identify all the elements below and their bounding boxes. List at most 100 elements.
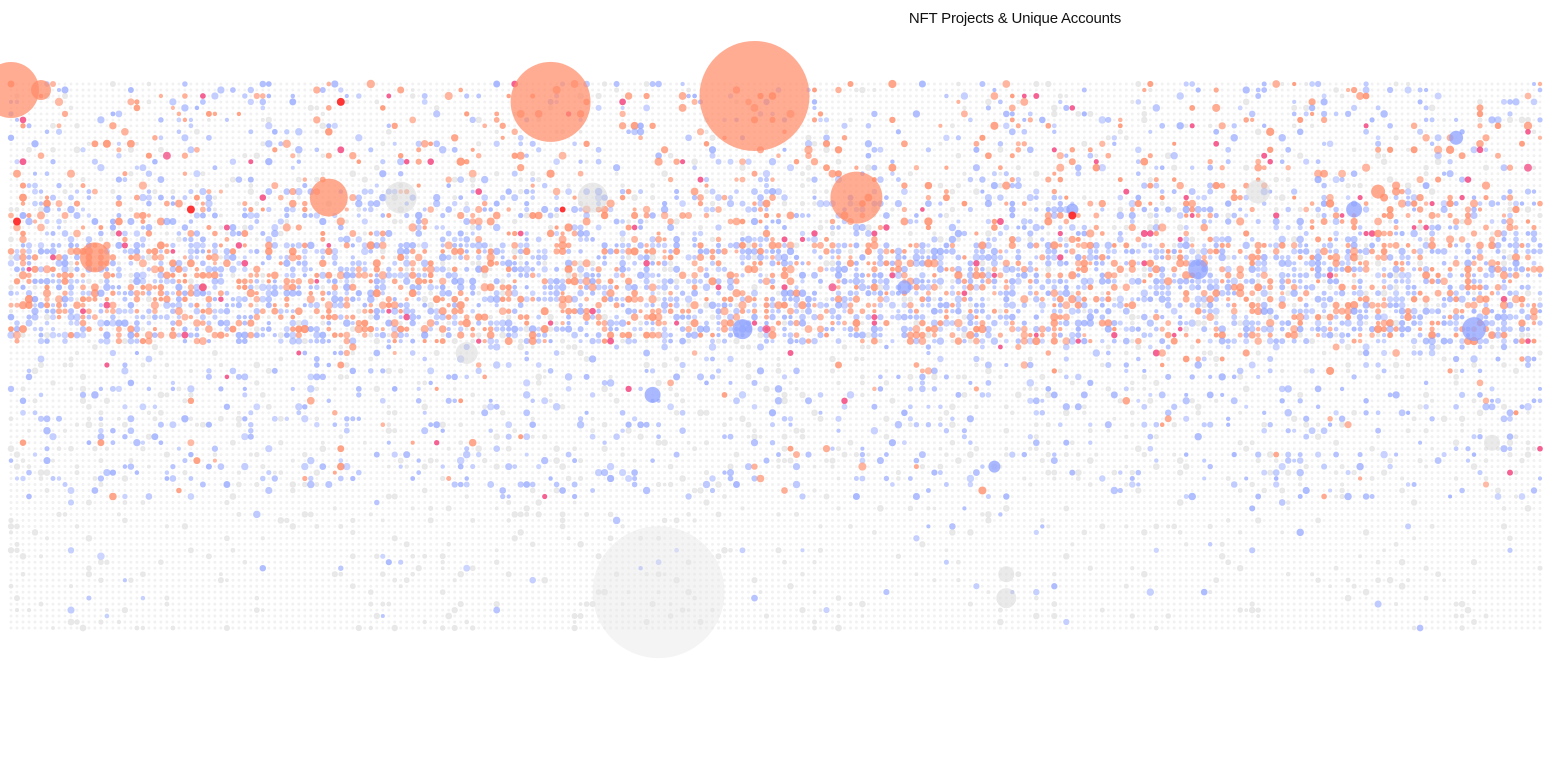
blue-dot — [116, 141, 122, 146]
empty-dot — [843, 148, 846, 152]
empty-dot — [1226, 88, 1230, 92]
empty-dot — [998, 130, 1002, 134]
blue-dot — [1154, 165, 1159, 170]
empty-dot — [633, 112, 637, 116]
empty-dot — [357, 190, 361, 194]
empty-dot — [255, 136, 259, 140]
empty-dot — [783, 184, 786, 188]
empty-dot — [1454, 88, 1458, 92]
empty-dot — [105, 124, 109, 128]
empty-dot — [1226, 82, 1230, 86]
empty-dot — [1388, 154, 1392, 158]
empty-dot — [1010, 190, 1014, 194]
orange-dot — [697, 194, 704, 202]
empty-dot — [950, 166, 954, 170]
empty-dot — [1268, 184, 1272, 188]
empty-dot — [663, 112, 667, 116]
empty-dot — [225, 88, 229, 92]
empty-dot — [1460, 88, 1464, 92]
empty-dot — [1172, 88, 1176, 92]
empty-dot — [93, 148, 97, 152]
empty-dot — [387, 160, 391, 164]
empty-dot — [597, 136, 601, 140]
blue-dot — [438, 146, 447, 154]
empty-dot — [1496, 100, 1500, 104]
empty-dot — [411, 142, 415, 146]
empty-dot — [63, 172, 67, 176]
empty-dot — [105, 106, 109, 110]
empty-dot — [417, 82, 421, 86]
blue-dot — [979, 176, 986, 183]
empty-dot — [279, 94, 283, 98]
empty-dot — [435, 172, 439, 176]
empty-dot — [1268, 112, 1272, 116]
empty-dot — [1412, 142, 1416, 146]
empty-dot — [986, 124, 990, 128]
empty-dot — [1100, 124, 1104, 128]
blue-dot — [1404, 188, 1412, 195]
empty-dot — [1280, 172, 1284, 176]
empty-dot — [657, 136, 661, 140]
empty-dot — [1286, 154, 1290, 158]
empty-dot — [645, 148, 649, 152]
blue-dot — [1135, 159, 1141, 165]
empty-dot — [1160, 118, 1164, 122]
empty-dot — [663, 136, 667, 140]
empty-dot — [387, 100, 391, 104]
empty-dot — [651, 94, 655, 98]
empty-dot — [657, 124, 661, 128]
blue-dot — [1470, 146, 1478, 154]
blue-dot — [811, 99, 818, 105]
orange-dot — [1147, 182, 1154, 189]
empty-dot — [651, 166, 655, 170]
light-dot — [1304, 82, 1309, 86]
empty-dot — [429, 172, 433, 176]
blue-dot — [266, 93, 272, 99]
empty-dot — [1376, 160, 1380, 164]
empty-dot — [207, 154, 211, 158]
empty-dot — [165, 160, 169, 164]
empty-dot — [1346, 166, 1350, 170]
empty-dot — [1070, 124, 1074, 128]
empty-dot — [39, 118, 43, 122]
blue-dot — [1255, 87, 1261, 93]
empty-dot — [938, 148, 942, 152]
empty-dot — [63, 148, 67, 152]
empty-dot — [1214, 112, 1218, 116]
empty-dot — [471, 88, 475, 92]
empty-dot — [171, 178, 175, 182]
empty-dot — [1334, 148, 1338, 152]
empty-dot — [1274, 124, 1278, 128]
empty-dot — [1520, 178, 1524, 182]
empty-dot — [177, 148, 181, 152]
empty-dot — [1250, 94, 1254, 98]
empty-dot — [1178, 178, 1182, 182]
empty-dot — [45, 136, 49, 140]
empty-dot — [1412, 118, 1416, 122]
empty-dot — [39, 178, 43, 182]
empty-dot — [1070, 112, 1074, 116]
empty-dot — [297, 88, 301, 92]
orange-dot — [1523, 121, 1533, 130]
empty-dot — [1514, 166, 1518, 170]
empty-dot — [339, 142, 343, 146]
empty-dot — [285, 160, 289, 164]
light-dot — [704, 189, 709, 195]
empty-dot — [1280, 94, 1284, 98]
empty-dot — [837, 166, 840, 170]
empty-dot — [615, 196, 619, 200]
empty-dot — [866, 94, 870, 98]
empty-dot — [843, 112, 846, 116]
empty-dot — [453, 130, 457, 134]
empty-dot — [27, 142, 31, 146]
empty-dot — [81, 136, 85, 140]
empty-dot — [1514, 172, 1518, 176]
empty-dot — [1286, 118, 1290, 122]
empty-dot — [1202, 166, 1206, 170]
empty-dot — [974, 112, 978, 116]
empty-dot — [843, 88, 846, 92]
empty-dot — [1340, 106, 1344, 110]
empty-dot — [177, 88, 181, 92]
light-dot — [470, 183, 475, 188]
empty-dot — [495, 136, 499, 140]
